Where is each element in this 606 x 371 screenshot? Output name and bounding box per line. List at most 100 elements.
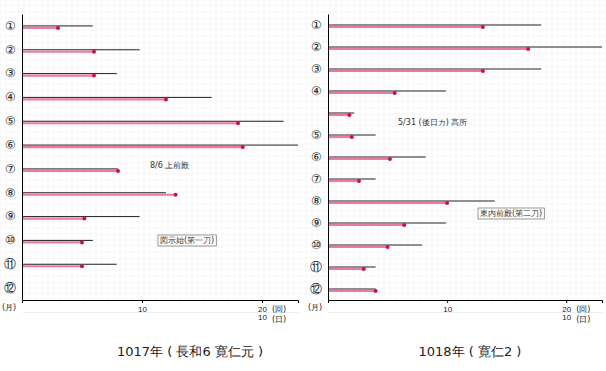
paper-line xyxy=(0,276,606,277)
y-axis: ①②③④⑤⑥⑦⑧⑨⑩⑪⑫ xyxy=(310,15,329,301)
bar xyxy=(22,194,176,196)
tick: 20 xyxy=(562,300,571,314)
bar xyxy=(328,48,528,50)
bar-end-dot xyxy=(393,91,397,95)
paper-line xyxy=(0,156,606,157)
bar xyxy=(22,121,284,122)
paper-line xyxy=(0,204,606,205)
paper-line xyxy=(0,30,606,31)
tick-mark xyxy=(566,300,567,303)
paper-line xyxy=(0,294,606,295)
tick: ⑤ xyxy=(5,114,22,128)
paper-line xyxy=(0,144,606,145)
bar-end-dot xyxy=(174,193,178,197)
paper-line xyxy=(0,180,606,181)
bar xyxy=(328,92,395,94)
tick: ② xyxy=(311,40,328,54)
tick-label: ⑨ xyxy=(5,209,16,223)
annotation: 8/6 上前殿 xyxy=(150,161,189,170)
tick-label: ④ xyxy=(311,84,322,98)
bar xyxy=(22,74,94,76)
tick-label: 10 xyxy=(562,313,571,322)
bar xyxy=(328,91,446,92)
tick: ⑫ xyxy=(4,281,22,295)
tick: ⑤ xyxy=(311,128,328,142)
axis-title: (月) xyxy=(308,303,322,312)
paper-line xyxy=(0,162,606,163)
paper-line xyxy=(0,258,606,259)
bar xyxy=(328,180,359,182)
paper-line xyxy=(0,252,606,253)
bar-end-dot xyxy=(241,145,245,149)
plot-area xyxy=(328,25,602,293)
paper-line xyxy=(0,6,606,7)
paper-line xyxy=(0,84,606,85)
tick-mark xyxy=(447,300,448,303)
tick-mark xyxy=(142,300,143,303)
tick: ⑩ xyxy=(311,238,328,252)
paper-line xyxy=(0,114,606,115)
x2-axis: 10 xyxy=(23,312,299,322)
bar-end-dot xyxy=(357,179,361,183)
paper-line xyxy=(0,186,606,187)
tick-label: 10 xyxy=(258,313,267,322)
tick: ⑥ xyxy=(311,150,328,164)
bar xyxy=(328,69,541,70)
bar xyxy=(22,216,140,217)
axis-title: (回) xyxy=(576,305,590,314)
axis-line xyxy=(329,301,603,304)
annotation: 東内前殿(第二刀) xyxy=(480,209,542,218)
bar-end-dot xyxy=(92,74,96,78)
y-axis: ①②③④⑤⑥⑦⑧⑨⑩⑪⑫ xyxy=(4,15,23,301)
tick-label: ② xyxy=(5,43,16,57)
annotation: 図示始(第一刀) xyxy=(160,236,214,245)
bar xyxy=(328,158,390,160)
paper-line xyxy=(0,78,606,79)
paper-line xyxy=(0,36,606,37)
bar-end-dot xyxy=(80,240,84,244)
tick: ⑨ xyxy=(311,216,328,230)
tick-label: ⑧ xyxy=(311,194,322,208)
paper-line xyxy=(0,126,606,127)
panel: ①②③④⑤⑥⑦⑧⑨⑩⑪⑫102010(回)(日)(月)5/31 (後日カ) 高所… xyxy=(308,15,603,360)
bar xyxy=(22,217,84,219)
bar-end-dot xyxy=(402,223,406,227)
annotation-box xyxy=(158,235,216,246)
bar-end-dot xyxy=(388,157,392,161)
bar xyxy=(22,49,140,50)
bar xyxy=(328,201,495,202)
paper-line xyxy=(0,66,606,67)
x2-axis: 10 xyxy=(329,312,603,322)
tick: ⑧ xyxy=(311,194,328,208)
paper-line xyxy=(0,102,606,103)
bar xyxy=(22,73,117,74)
tick: ⑫ xyxy=(310,282,328,296)
paper-line xyxy=(0,120,606,121)
bar-end-dot xyxy=(236,121,240,125)
x-axis: 1020 xyxy=(23,300,299,314)
paper-line xyxy=(0,246,606,247)
bar xyxy=(22,265,82,267)
tick-label: ③ xyxy=(311,62,322,76)
axis-title: (月) xyxy=(2,303,16,312)
annotation: 5/31 (後日カ) 高所 xyxy=(398,118,467,127)
bar xyxy=(328,246,388,248)
tick-label: ⑩ xyxy=(311,238,322,252)
tick: ① xyxy=(5,19,22,33)
tick: ⑪ xyxy=(310,260,328,274)
tick: 10 xyxy=(258,312,267,322)
bar-end-dot xyxy=(386,245,390,249)
bar xyxy=(328,179,376,180)
bar xyxy=(328,290,376,292)
paper-line xyxy=(0,138,606,139)
bar-end-dot xyxy=(374,289,378,293)
paper-line xyxy=(0,168,606,169)
bar-end-dot xyxy=(82,217,86,221)
paper-line xyxy=(0,198,606,199)
bar xyxy=(328,202,447,204)
tick: ② xyxy=(5,43,22,57)
tick: ⑪ xyxy=(4,257,22,271)
paper-line xyxy=(0,132,606,133)
paper-line xyxy=(0,42,606,43)
paper-line xyxy=(0,264,606,265)
